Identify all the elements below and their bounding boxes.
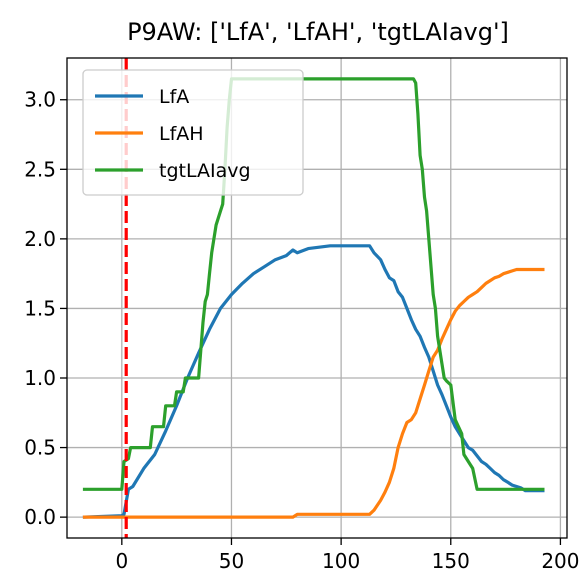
- legend: LfA LfAH tgtLAIavg: [82, 69, 304, 196]
- legend-label-LfAH: LfAH: [159, 123, 204, 145]
- series-line-LfAH: [82, 267, 545, 519]
- legend-label-tgtLAIavg: tgtLAIavg: [159, 160, 251, 182]
- y-tick-label: 0.5: [24, 436, 56, 460]
- x-tick-label: 200: [541, 549, 579, 573]
- x-axis-ticks: 0 50 100 150 200: [115, 538, 580, 573]
- x-tick-label: 0: [115, 549, 128, 573]
- x-tick-label: 100: [322, 549, 360, 573]
- legend-label-LfA: LfA: [159, 86, 189, 108]
- chart-title: P9AW: ['LfA', 'LfAH', 'tgtLAIavg']: [127, 18, 509, 46]
- x-tick-label: 150: [432, 549, 470, 573]
- grid: [67, 58, 567, 538]
- y-tick-label: 1.5: [24, 296, 56, 320]
- y-tick-label: 3.0: [24, 88, 56, 112]
- y-tick-label: 1.0: [24, 366, 56, 390]
- legend-box: [82, 69, 304, 196]
- y-tick-label: 2.0: [24, 227, 56, 251]
- y-tick-label: 0.0: [24, 505, 56, 529]
- x-tick-label: 50: [219, 549, 244, 573]
- series-line-LfA: [82, 244, 545, 519]
- y-tick-label: 2.5: [24, 157, 56, 181]
- plot-frame: [66, 57, 568, 539]
- y-axis-ticks: 0.0 0.5 1.0 1.5 2.0 2.5 3.0: [24, 88, 67, 529]
